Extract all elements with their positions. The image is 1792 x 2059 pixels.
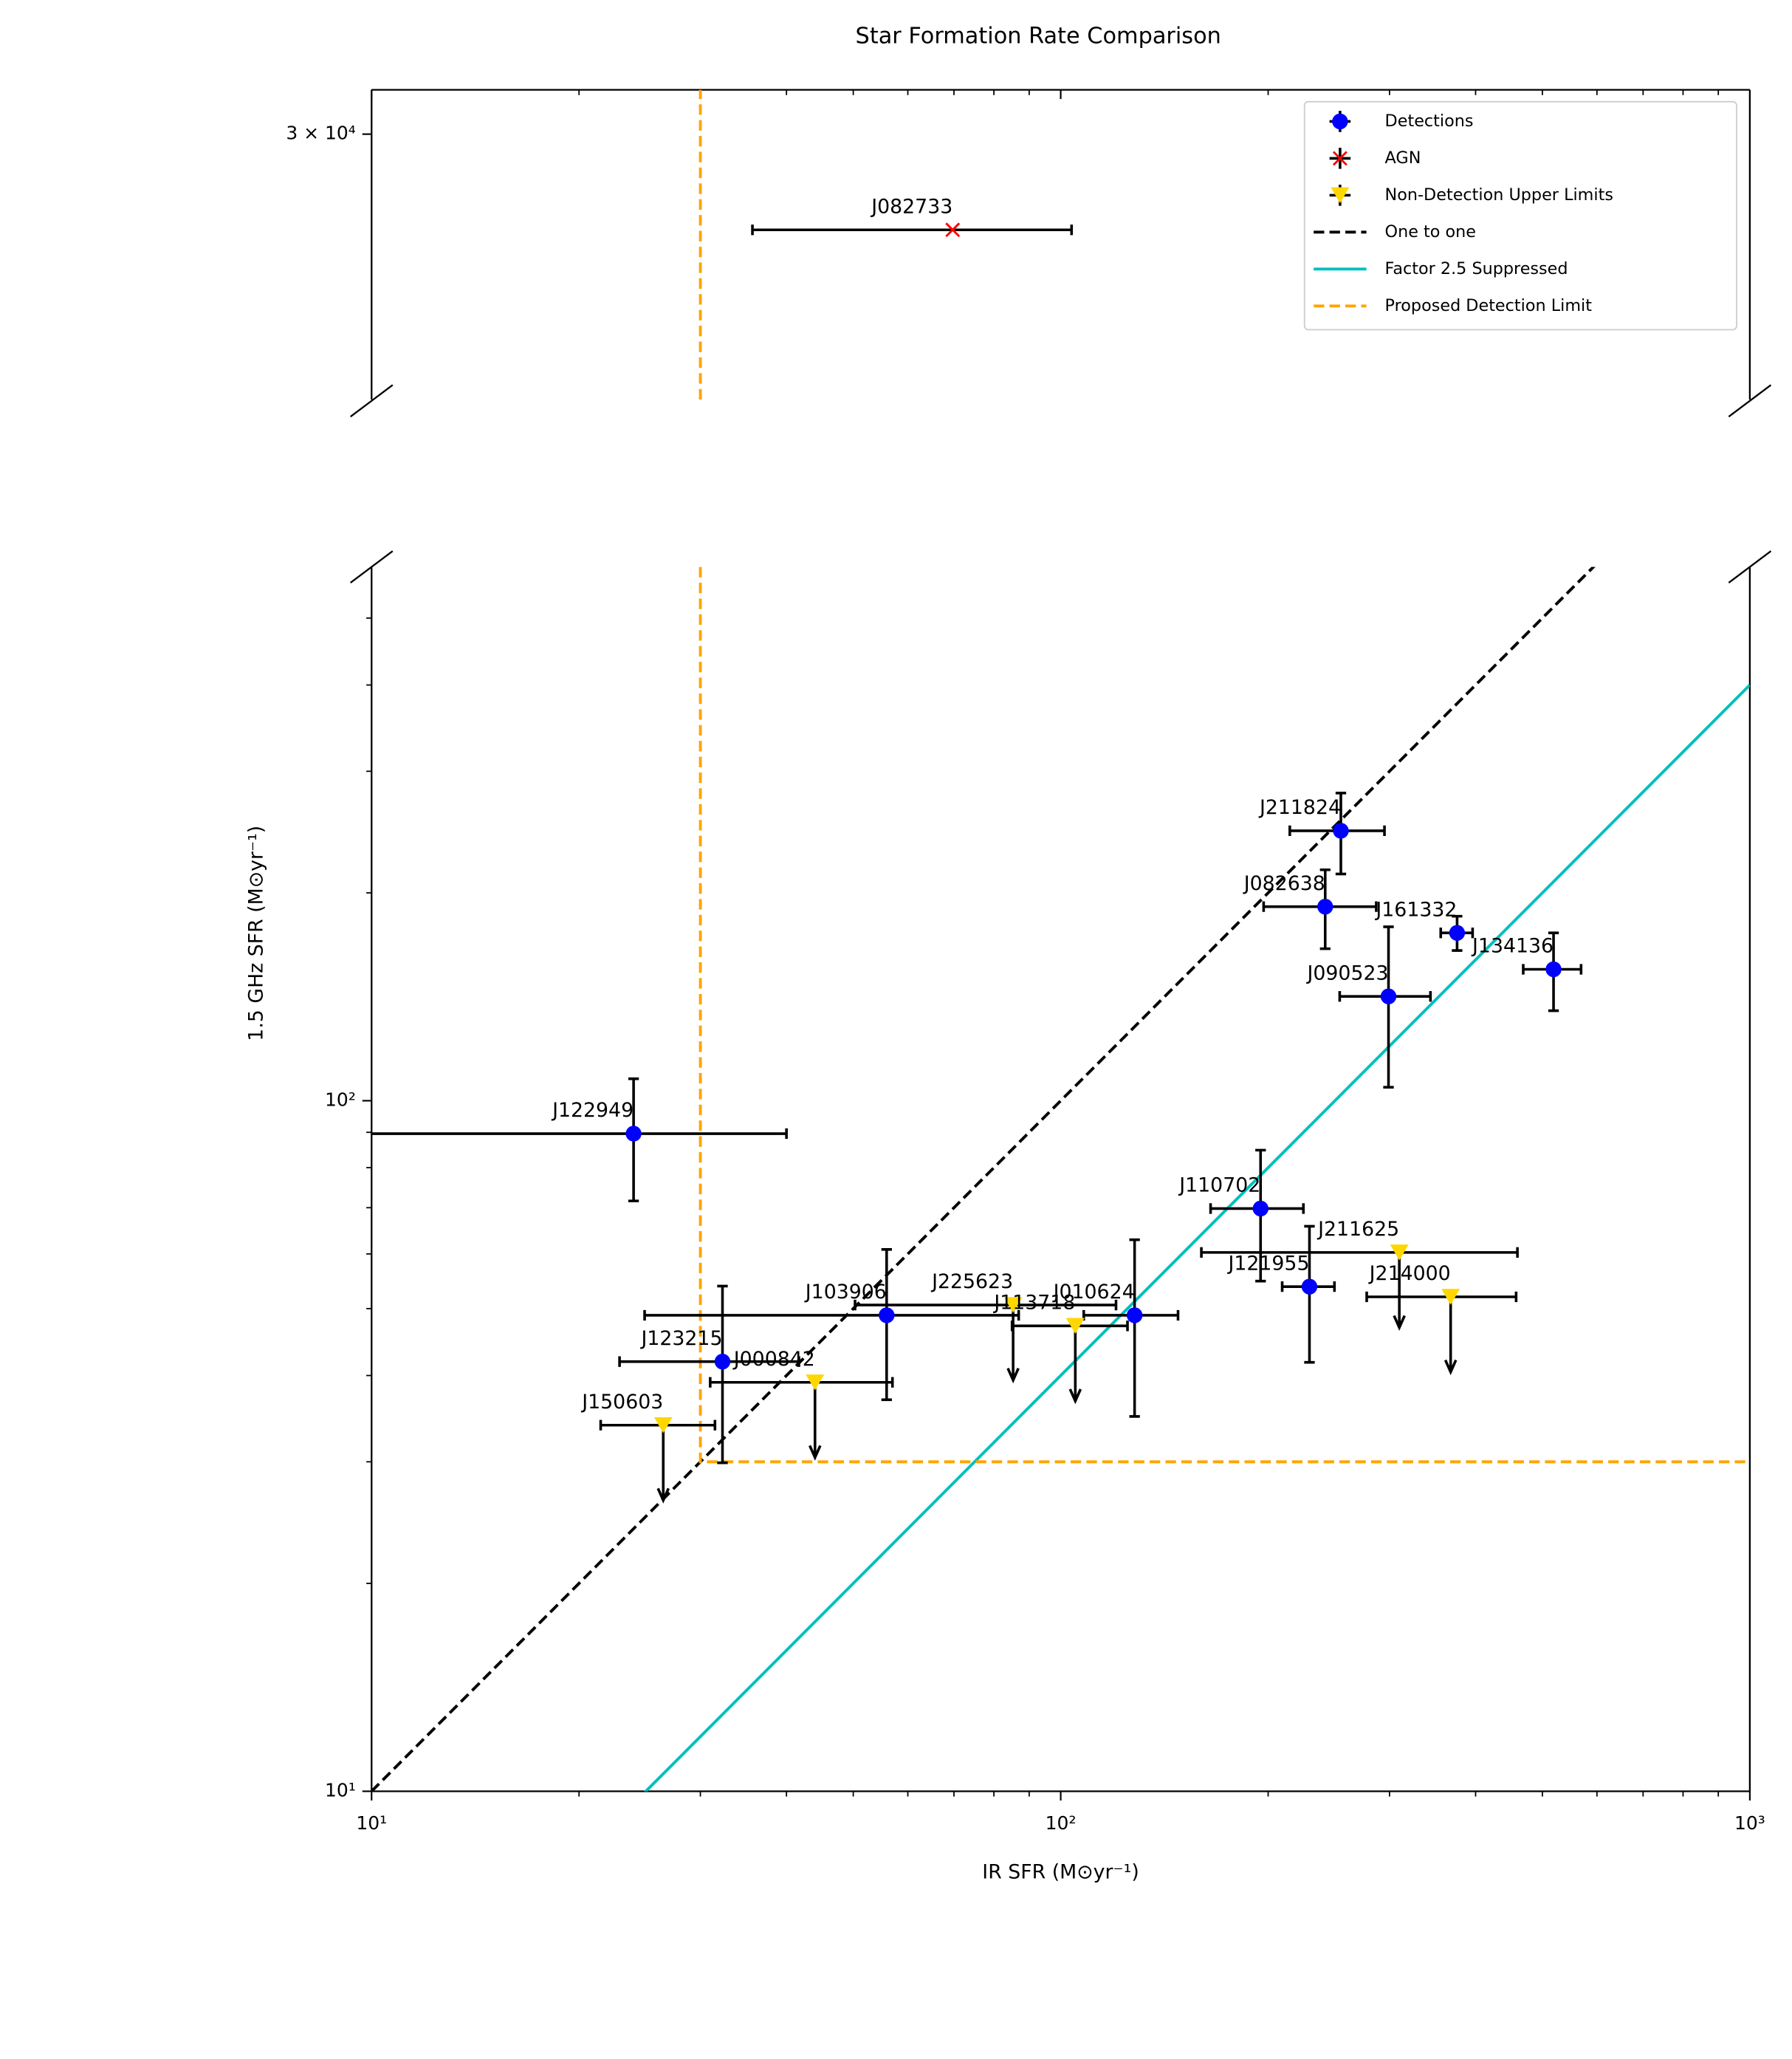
- x-error-bar: [643, 1309, 1020, 1321]
- legend-label: Factor 2.5 Suppressed: [1385, 259, 1568, 278]
- point: [1332, 113, 1348, 130]
- chart-title: Star Formation Rate Comparison: [856, 24, 1221, 49]
- upper-limit-arrow: [809, 1382, 822, 1461]
- y-error-bar: [881, 1248, 892, 1402]
- point: [1331, 187, 1350, 204]
- legend-label: AGN: [1385, 148, 1421, 168]
- plot-area: [698, 89, 1074, 400]
- point-label: J090523: [1306, 962, 1389, 984]
- y-tick-label: 10¹: [325, 1779, 356, 1801]
- x-error-bar: [371, 1128, 788, 1140]
- point: [945, 222, 961, 238]
- upper-limit-arrow: [656, 1425, 670, 1504]
- upper-limit-arrow: [1068, 1326, 1082, 1405]
- point-label: J010624: [1052, 1281, 1135, 1303]
- legend-label: Proposed Detection Limit: [1385, 296, 1593, 315]
- point-label: J161332: [1374, 898, 1457, 921]
- upper-limit-arrow: [1393, 1252, 1406, 1331]
- point: [1252, 1200, 1269, 1217]
- point: [714, 1353, 731, 1370]
- point-label: J113718: [992, 1291, 1075, 1314]
- point: [1301, 1278, 1318, 1295]
- point: [653, 1417, 673, 1433]
- y-tick-label: 3 × 10⁴: [286, 123, 355, 144]
- point-label: J082638: [1243, 872, 1325, 895]
- point-label: J211625: [1316, 1218, 1399, 1241]
- point-label: J103906: [804, 1281, 887, 1303]
- point-label: J214000: [1368, 1262, 1451, 1285]
- legend-label: Detections: [1385, 112, 1474, 131]
- y-error-bar: [717, 1284, 728, 1464]
- point: [806, 1374, 825, 1391]
- point-label: J082733: [870, 195, 952, 218]
- x-tick-label: 10³: [1734, 1812, 1765, 1834]
- point: [1545, 961, 1562, 978]
- x-error-bar: [1200, 1247, 1519, 1258]
- x-tick-label: 10²: [1046, 1812, 1077, 1834]
- point: [1317, 898, 1333, 915]
- point-label: J150603: [580, 1391, 663, 1414]
- point: [1333, 823, 1349, 839]
- x-error-bar: [709, 1377, 894, 1388]
- y-error-bar: [1129, 1238, 1140, 1418]
- point-label: J122949: [551, 1099, 634, 1122]
- legend-box: [1303, 100, 1737, 331]
- upper-limit-arrow: [1006, 1305, 1020, 1384]
- point: [1441, 1289, 1460, 1305]
- x-error-bar: [1365, 1291, 1518, 1303]
- line-series: [698, 566, 1750, 1464]
- point-label: J134136: [1471, 935, 1554, 958]
- x-error-bar: [599, 1419, 717, 1431]
- y-error-bar: [1383, 925, 1394, 1089]
- point-label: J225623: [930, 1270, 1013, 1293]
- x-axis-label: IR SFR (M⊙yr⁻¹): [982, 1861, 1139, 1884]
- point-label: J123215: [639, 1327, 722, 1350]
- point: [1390, 1244, 1409, 1261]
- x-error-bar: [1010, 1320, 1129, 1332]
- x-error-bar: [618, 1356, 800, 1367]
- point: [625, 1126, 642, 1142]
- point: [1126, 1307, 1143, 1323]
- line-series: [371, 566, 1596, 1792]
- y-tick-label: 10²: [325, 1089, 356, 1110]
- y-axis-label: 1.5 GHz SFR (M⊙yr⁻¹): [244, 826, 267, 1041]
- point: [1003, 1297, 1023, 1313]
- point-label: J110702: [1178, 1174, 1260, 1197]
- point: [1065, 1318, 1085, 1335]
- point: [879, 1307, 895, 1323]
- legend-label: One to one: [1385, 222, 1476, 241]
- x-error-bar: [751, 225, 1074, 236]
- point-label: J211824: [1258, 796, 1341, 819]
- upper-limit-arrow: [1443, 1296, 1458, 1376]
- legend-label: Non-Detection Upper Limits: [1385, 185, 1613, 205]
- point-label: J121955: [1226, 1252, 1309, 1275]
- x-error-bar: [854, 1299, 1118, 1311]
- point: [1380, 988, 1397, 1004]
- plot-area: [371, 566, 1750, 1792]
- legend: Detections AGN Non-Detection Upper Limits O…: [1303, 100, 1737, 331]
- point: [1332, 151, 1348, 166]
- x-tick-label: 10¹: [356, 1812, 387, 1834]
- line-series: [643, 684, 1750, 1792]
- point-label: J000842: [732, 1348, 815, 1371]
- axes-frame: [349, 89, 1772, 1792]
- point: [1449, 925, 1466, 941]
